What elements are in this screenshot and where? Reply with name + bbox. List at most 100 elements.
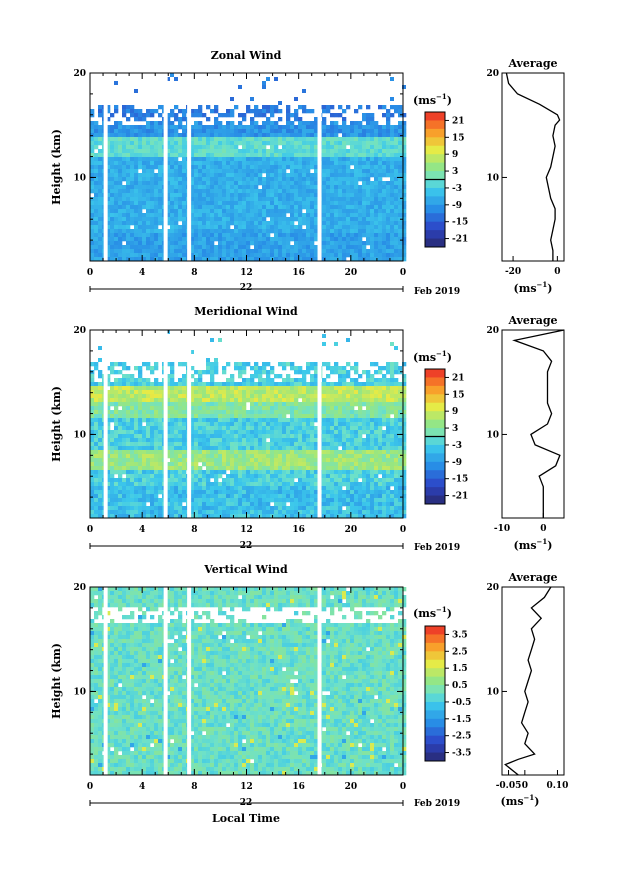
heatmap-cell bbox=[354, 414, 359, 419]
heatmap-cell bbox=[202, 426, 207, 431]
heatmap-cell bbox=[350, 378, 355, 383]
heatmap-cell bbox=[182, 474, 187, 479]
heatmap-cell bbox=[394, 414, 399, 419]
heatmap-cell bbox=[118, 438, 123, 443]
heatmap-cell bbox=[178, 109, 183, 114]
heatmap-cell bbox=[274, 169, 279, 174]
heatmap-cell bbox=[262, 205, 267, 210]
heatmap-cell bbox=[374, 217, 379, 222]
heatmap-cell bbox=[322, 446, 327, 451]
heatmap-cell bbox=[142, 257, 147, 262]
heatmap-cell bbox=[238, 406, 243, 411]
heatmap-cell bbox=[254, 149, 259, 154]
heatmap-cell bbox=[166, 253, 171, 258]
heatmap-cell bbox=[350, 241, 355, 246]
heatmap-cell bbox=[254, 113, 259, 118]
heatmap-cell bbox=[294, 257, 299, 262]
heatmap-cell bbox=[238, 402, 243, 407]
heatmap-cell bbox=[146, 430, 151, 435]
heatmap-cell bbox=[342, 225, 347, 230]
heatmap-cell bbox=[126, 217, 131, 222]
heatmap-cell bbox=[270, 406, 275, 411]
heatmap-cell bbox=[346, 438, 351, 443]
heatmap-cell bbox=[158, 113, 163, 118]
heatmap-cell bbox=[382, 141, 387, 146]
heatmap-cell bbox=[134, 109, 139, 114]
heatmap-cell bbox=[358, 149, 363, 154]
heatmap-cell bbox=[174, 386, 179, 391]
heatmap-cell bbox=[306, 450, 311, 455]
heatmap-cell bbox=[150, 177, 155, 182]
heatmap-cell bbox=[150, 153, 155, 158]
heatmap-cell bbox=[218, 458, 223, 463]
heatmap-cell bbox=[110, 141, 115, 146]
heatmap-cell bbox=[238, 157, 243, 162]
heatmap-cell bbox=[178, 117, 183, 122]
heatmap-cell bbox=[370, 382, 375, 387]
heatmap-cell bbox=[282, 434, 287, 439]
heatmap-cell bbox=[382, 157, 387, 162]
heatmap-cell bbox=[366, 442, 371, 447]
heatmap-cell bbox=[306, 197, 311, 202]
heatmap-cell bbox=[306, 217, 311, 222]
heatmap-cell bbox=[302, 422, 307, 427]
heatmap-cell bbox=[214, 386, 219, 391]
heatmap-cell bbox=[254, 237, 259, 242]
heatmap-cell bbox=[138, 426, 143, 431]
heatmap-cell bbox=[342, 430, 347, 435]
heatmap-cell bbox=[210, 133, 215, 138]
heatmap-cell bbox=[210, 338, 214, 342]
heatmap-cell bbox=[242, 402, 247, 407]
heatmap-cell bbox=[386, 418, 391, 423]
heatmap-cell bbox=[126, 129, 131, 134]
heatmap-cell bbox=[198, 434, 203, 439]
heatmap-cell bbox=[370, 245, 375, 250]
heatmap-cell bbox=[370, 213, 375, 218]
heatmap-cell bbox=[118, 209, 123, 214]
heatmap-cell bbox=[266, 470, 271, 475]
heatmap-cell bbox=[314, 221, 319, 226]
heatmap-cell bbox=[362, 193, 367, 198]
heatmap-cell bbox=[378, 418, 383, 423]
heatmap-cell bbox=[382, 402, 387, 407]
heatmap-cell bbox=[310, 382, 315, 387]
heatmap-cell bbox=[114, 229, 119, 234]
heatmap-cell bbox=[126, 462, 131, 467]
heatmap-cell bbox=[150, 141, 155, 146]
heatmap-cell bbox=[362, 229, 367, 234]
heatmap-cell bbox=[202, 173, 207, 178]
heatmap-cell bbox=[154, 430, 159, 435]
heatmap-cell bbox=[90, 225, 95, 230]
heatmap-cell bbox=[250, 209, 255, 214]
heatmap-cell bbox=[306, 402, 311, 407]
heatmap-cell bbox=[98, 370, 103, 375]
heatmap-cell bbox=[218, 454, 223, 459]
heatmap-cell bbox=[146, 434, 151, 439]
heatmap-cell bbox=[330, 189, 335, 194]
heatmap-cell bbox=[378, 245, 383, 250]
heatmap-cell bbox=[110, 474, 115, 479]
heatmap-cell bbox=[338, 105, 343, 110]
heatmap-cell bbox=[282, 426, 287, 431]
heatmap-cell bbox=[230, 249, 235, 254]
colorbar-swatch bbox=[425, 179, 445, 189]
heatmap-cell bbox=[250, 466, 255, 471]
heatmap-cell bbox=[254, 213, 259, 218]
heatmap-cell bbox=[142, 233, 147, 238]
heatmap-cell bbox=[346, 338, 350, 342]
heatmap-cell bbox=[114, 446, 119, 451]
heatmap-cell bbox=[306, 229, 311, 234]
heatmap-cell bbox=[366, 213, 371, 218]
heatmap-cell bbox=[90, 446, 95, 451]
heatmap-cell bbox=[234, 390, 239, 395]
heatmap-cell bbox=[302, 129, 307, 134]
heatmap-cell bbox=[394, 201, 399, 206]
heatmap-cell bbox=[338, 129, 343, 134]
heatmap-cell bbox=[146, 366, 151, 371]
heatmap-cell bbox=[238, 153, 243, 158]
heatmap-cell bbox=[262, 414, 267, 419]
heatmap-cell bbox=[154, 414, 159, 419]
heatmap-cell bbox=[370, 149, 375, 154]
heatmap-cell bbox=[166, 474, 171, 479]
